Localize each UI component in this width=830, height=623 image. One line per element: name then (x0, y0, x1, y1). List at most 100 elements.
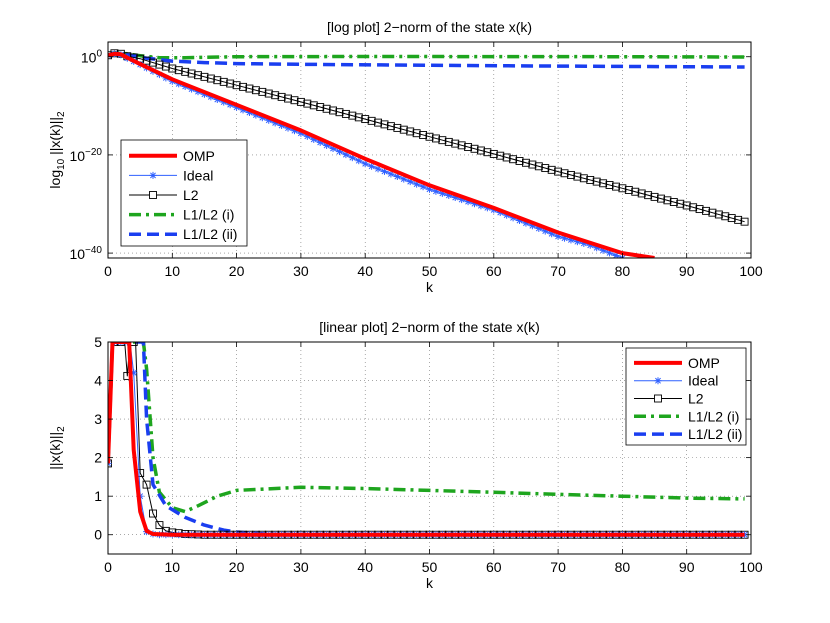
y-tick-label: 0 (94, 527, 102, 543)
y-tick-label: 10−20 (69, 147, 102, 164)
legend-label: Ideal (183, 167, 213, 183)
marker-square (489, 149, 498, 158)
marker-square (200, 72, 209, 81)
marker-square (444, 137, 453, 146)
y-tick-label: 5 (94, 334, 102, 350)
marker-square (206, 74, 215, 83)
x-tick-label: 100 (739, 559, 763, 575)
marker-square (348, 111, 357, 120)
series-line-l1-l2-ii- (108, 342, 745, 537)
marker-square (534, 162, 543, 171)
marker-square (155, 60, 164, 69)
marker-square (374, 118, 383, 127)
marker-square (502, 153, 511, 162)
series-line-omp (108, 342, 745, 537)
y-axis-label: log10 ||x(k)||2 (47, 111, 67, 189)
marker-square (547, 165, 556, 174)
marker-square (393, 123, 402, 132)
marker-square (341, 109, 350, 118)
marker-square (438, 136, 447, 145)
x-tick-label: 80 (615, 263, 631, 279)
x-tick-label: 20 (229, 263, 245, 279)
marker-square (168, 64, 177, 73)
legend-label: L1/L2 (i) (183, 207, 234, 223)
x-tick-label: 10 (165, 263, 181, 279)
marker-square (592, 177, 601, 186)
x-tick-label: 50 (422, 263, 438, 279)
ticks (107, 341, 752, 554)
marker-square (232, 81, 241, 90)
marker-square (380, 120, 389, 129)
marker-square (425, 132, 434, 141)
marker-square (560, 169, 569, 178)
x-tick-label: 30 (293, 263, 309, 279)
y-tick-label: 1 (94, 488, 102, 504)
marker-square (618, 184, 627, 193)
marker-star (374, 165, 382, 173)
legend-label: L2 (183, 187, 199, 203)
marker-square (258, 87, 267, 96)
marker-square (541, 164, 550, 173)
marker-square (657, 194, 665, 203)
marker-square (631, 187, 640, 196)
marker-square (457, 141, 466, 150)
x-axis-label: k (426, 279, 434, 295)
marker-square (277, 92, 286, 101)
x-tick-label: 30 (293, 559, 309, 575)
x-tick-label: 80 (615, 559, 631, 575)
marker-square (367, 116, 376, 125)
marker-square (734, 215, 743, 224)
marker-square (219, 77, 228, 86)
marker-square (689, 203, 698, 212)
y-tick-label: 3 (94, 411, 102, 427)
x-tick-label: 20 (229, 559, 245, 575)
marker-square (702, 206, 710, 215)
marker-square (579, 174, 588, 183)
marker-square (335, 108, 344, 117)
marker-square (303, 99, 312, 108)
chart-title: [linear plot] 2−norm of the state x(k) (319, 319, 540, 335)
series-line-l1-l2-i- (108, 342, 745, 514)
marker-square (245, 84, 254, 93)
grid (108, 342, 751, 554)
legend-label: L1/L2 (ii) (688, 426, 742, 442)
marker-square (251, 86, 260, 95)
marker-star (380, 167, 388, 175)
marker-square (149, 509, 157, 518)
legend-label: OMP (183, 148, 215, 164)
marker-square (316, 103, 325, 111)
marker-square (226, 79, 235, 88)
marker-square (509, 155, 518, 164)
marker-square (284, 94, 292, 103)
marker-square (573, 172, 582, 181)
marker-square (727, 214, 736, 223)
marker-square (515, 157, 524, 165)
marker-square (129, 342, 138, 346)
marker-square (483, 148, 492, 157)
marker-square (650, 192, 659, 201)
marker-star (438, 189, 446, 197)
marker-square (271, 91, 280, 100)
marker-star (368, 162, 376, 170)
y-tick-label: 4 (94, 373, 102, 389)
series-line-l1-l2-i- (108, 51, 745, 60)
marker-square (419, 131, 428, 139)
y-axis-label: ||x(k)||2 (47, 426, 67, 470)
x-tick-label: 90 (679, 263, 695, 279)
marker-star (348, 154, 356, 162)
marker-square (669, 198, 678, 206)
marker-square (708, 208, 717, 217)
marker-square (187, 69, 196, 78)
legend-marker-star (654, 377, 662, 385)
marker-square (476, 146, 485, 155)
marker-square (412, 129, 421, 138)
marker-square (264, 89, 273, 98)
marker-square (637, 189, 646, 198)
x-tick-label: 0 (104, 559, 112, 575)
marker-square (142, 480, 151, 489)
y-tick-label: 100 (81, 49, 103, 66)
marker-star (342, 151, 350, 159)
marker-square (161, 62, 170, 71)
marker-square (451, 139, 460, 148)
